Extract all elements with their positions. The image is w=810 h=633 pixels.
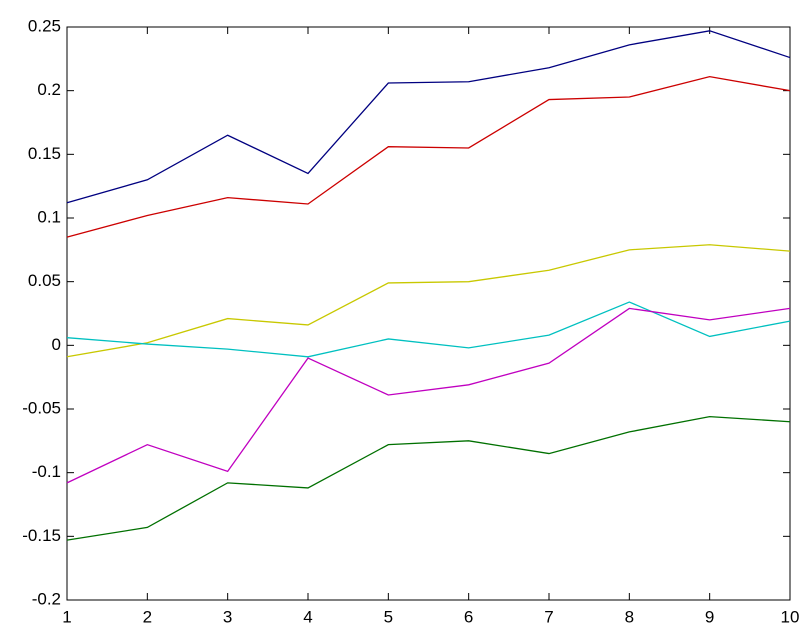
x-tick-label: 4 xyxy=(303,607,312,626)
y-tick-label: 0 xyxy=(52,335,61,354)
y-tick-label: 0.05 xyxy=(28,271,61,290)
x-tick-label: 8 xyxy=(625,607,634,626)
plot-box xyxy=(66,26,791,601)
y-tick-label: -0.15 xyxy=(22,526,61,545)
y-tick-label: -0.2 xyxy=(32,589,61,608)
y-tick-label: 0.2 xyxy=(37,80,61,99)
x-tick-label: 2 xyxy=(143,607,152,626)
x-tick-label: 9 xyxy=(705,607,714,626)
x-tick-label: 3 xyxy=(223,607,232,626)
x-tick-label: 5 xyxy=(384,607,393,626)
x-tick-label: 7 xyxy=(544,607,553,626)
x-tick-label: 6 xyxy=(464,607,473,626)
series-line xyxy=(66,244,791,358)
y-tick-label: -0.1 xyxy=(32,462,61,481)
series-line xyxy=(66,75,791,238)
series-line xyxy=(66,301,791,358)
x-tick-label: 1 xyxy=(62,607,71,626)
y-tick-label: 0.1 xyxy=(37,207,61,226)
series-line xyxy=(66,30,791,204)
series-line xyxy=(66,307,791,484)
series-line xyxy=(66,415,791,541)
y-tick-label: 0.25 xyxy=(28,16,61,35)
y-tick-label: -0.05 xyxy=(22,398,61,417)
y-tick-label: 0.15 xyxy=(28,144,61,163)
x-tick-label: 10 xyxy=(781,607,800,626)
